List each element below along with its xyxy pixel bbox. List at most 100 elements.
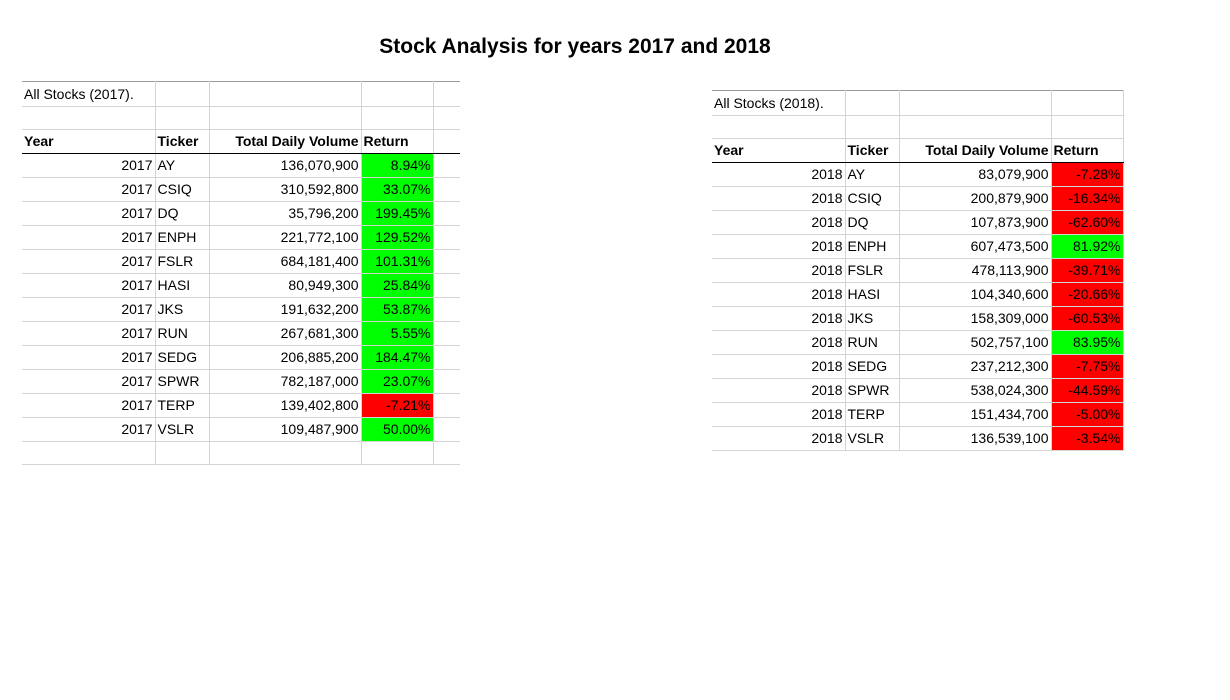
year-cell: 2017: [22, 393, 156, 418]
ticker-cell: CSIQ: [845, 186, 900, 211]
ticker-cell: RUN: [845, 330, 900, 355]
header-row: Year Ticker Total Daily Volume Return: [22, 129, 460, 154]
return-cell: -7.21%: [361, 393, 434, 418]
volume-cell: 607,473,500: [899, 234, 1052, 259]
return-cell: -62.60%: [1051, 210, 1124, 235]
volume-cell: 80,949,300: [209, 273, 362, 298]
volume-header: Total Daily Volume: [209, 129, 362, 154]
year-cell: 2018: [712, 330, 846, 355]
volume-header: Total Daily Volume: [899, 138, 1052, 163]
volume-cell: 139,402,800: [209, 393, 362, 418]
ticker-cell: SPWR: [845, 378, 900, 403]
return-cell: 199.45%: [361, 201, 434, 226]
stocks-2018-sheet: All Stocks (2018). Year Ticker Total Dai…: [712, 90, 1124, 451]
volume-cell: 83,079,900: [899, 162, 1052, 187]
ticker-cell: SEDG: [845, 354, 900, 379]
year-cell: 2018: [712, 210, 846, 235]
ticker-cell: VSLR: [155, 417, 210, 442]
year-cell: 2017: [22, 225, 156, 250]
table-row: 2018 HASI 104,340,600 -20.66%: [712, 282, 1124, 307]
return-cell: -16.34%: [1051, 186, 1124, 211]
return-cell: 23.07%: [361, 369, 434, 394]
ticker-cell: TERP: [155, 393, 210, 418]
ticker-cell: ENPH: [845, 234, 900, 259]
year-cell: 2018: [712, 378, 846, 403]
year-cell: 2018: [712, 186, 846, 211]
return-cell: -44.59%: [1051, 378, 1124, 403]
volume-cell: 206,885,200: [209, 345, 362, 370]
return-cell: -7.28%: [1051, 162, 1124, 187]
title-row: All Stocks (2018).: [712, 90, 1124, 116]
volume-cell: 104,340,600: [899, 282, 1052, 307]
stocks-2018-table: All Stocks (2018). Year Ticker Total Dai…: [712, 90, 1124, 451]
ticker-cell: CSIQ: [155, 177, 210, 202]
ticker-header: Ticker: [155, 129, 210, 154]
year-cell: 2018: [712, 258, 846, 283]
table-row: 2017 VSLR 109,487,900 50.00%: [22, 417, 460, 442]
table-label: All Stocks (2017).: [22, 81, 156, 107]
volume-cell: 107,873,900: [899, 210, 1052, 235]
volume-cell: 684,181,400: [209, 249, 362, 274]
ticker-cell: SEDG: [155, 345, 210, 370]
year-cell: 2018: [712, 354, 846, 379]
return-cell: -3.54%: [1051, 426, 1124, 451]
year-header: Year: [22, 129, 156, 154]
return-cell: 33.07%: [361, 177, 434, 202]
return-cell: 83.95%: [1051, 330, 1124, 355]
return-header: Return: [1051, 138, 1124, 163]
year-cell: 2017: [22, 273, 156, 298]
table-row: 2017 FSLR 684,181,400 101.31%: [22, 249, 460, 274]
volume-cell: 782,187,000: [209, 369, 362, 394]
volume-cell: 200,879,900: [899, 186, 1052, 211]
return-cell: -20.66%: [1051, 282, 1124, 307]
table-label: All Stocks (2018).: [712, 90, 846, 116]
table-row: 2017 TERP 139,402,800 -7.21%: [22, 393, 460, 418]
ticker-cell: HASI: [155, 273, 210, 298]
return-cell: -60.53%: [1051, 306, 1124, 331]
ticker-cell: ENPH: [155, 225, 210, 250]
volume-cell: 502,757,100: [899, 330, 1052, 355]
return-header: Return: [361, 129, 434, 154]
return-cell: 53.87%: [361, 297, 434, 322]
year-cell: 2018: [712, 162, 846, 187]
ticker-cell: SPWR: [155, 369, 210, 394]
ticker-cell: VSLR: [845, 426, 900, 451]
year-cell: 2017: [22, 297, 156, 322]
ticker-cell: FSLR: [155, 249, 210, 274]
return-cell: 184.47%: [361, 345, 434, 370]
return-cell: 81.92%: [1051, 234, 1124, 259]
table-row: 2018 RUN 502,757,100 83.95%: [712, 330, 1124, 355]
table-row: 2018 JKS 158,309,000 -60.53%: [712, 306, 1124, 331]
table-row: 2018 ENPH 607,473,500 81.92%: [712, 234, 1124, 259]
table-row: 2017 SPWR 782,187,000 23.07%: [22, 369, 460, 394]
return-cell: 5.55%: [361, 321, 434, 346]
table-row: 2017 JKS 191,632,200 53.87%: [22, 297, 460, 322]
return-cell: -39.71%: [1051, 258, 1124, 283]
volume-cell: 158,309,000: [899, 306, 1052, 331]
year-cell: 2018: [712, 402, 846, 427]
year-cell: 2018: [712, 234, 846, 259]
return-cell: 50.00%: [361, 417, 434, 442]
year-cell: 2017: [22, 321, 156, 346]
year-header: Year: [712, 138, 846, 163]
volume-cell: 267,681,300: [209, 321, 362, 346]
return-cell: 101.31%: [361, 249, 434, 274]
year-cell: 2018: [712, 426, 846, 451]
table-row: 2018 VSLR 136,539,100 -3.54%: [712, 426, 1124, 451]
return-cell: -5.00%: [1051, 402, 1124, 427]
table-row: 2017 CSIQ 310,592,800 33.07%: [22, 177, 460, 202]
table-row: 2017 HASI 80,949,300 25.84%: [22, 273, 460, 298]
table-row: 2018 CSIQ 200,879,900 -16.34%: [712, 186, 1124, 211]
table-row: 2018 TERP 151,434,700 -5.00%: [712, 402, 1124, 427]
table-row: 2018 FSLR 478,113,900 -39.71%: [712, 258, 1124, 283]
stocks-2017-table: All Stocks (2017). Year Ticker Total Dai…: [22, 81, 460, 465]
volume-cell: 221,772,100: [209, 225, 362, 250]
ticker-cell: DQ: [845, 210, 900, 235]
year-cell: 2017: [22, 201, 156, 226]
year-cell: 2017: [22, 177, 156, 202]
return-cell: 8.94%: [361, 153, 434, 178]
volume-cell: 136,070,900: [209, 153, 362, 178]
table-row: 2018 DQ 107,873,900 -62.60%: [712, 210, 1124, 235]
table-row: 2017 RUN 267,681,300 5.55%: [22, 321, 460, 346]
table-row: 2018 SEDG 237,212,300 -7.75%: [712, 354, 1124, 379]
